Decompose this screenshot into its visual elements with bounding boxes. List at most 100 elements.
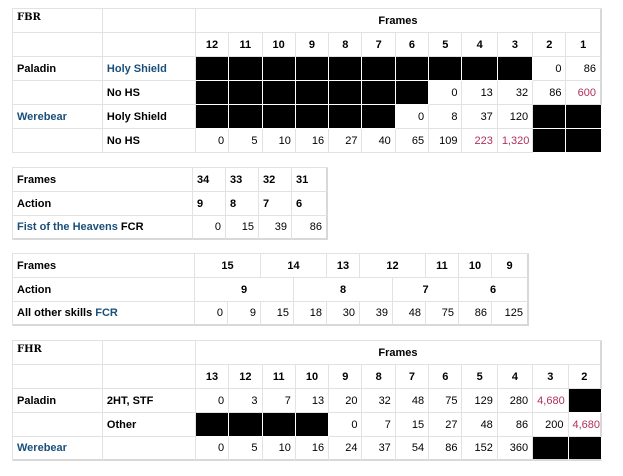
fhr-frame-col-6: 6	[429, 365, 463, 389]
foh-frame-cell: 31	[292, 168, 328, 192]
fbr-table: FBR Frames 12 11 10 9 8 7 6 5 4 3 2 1 Paladin Holy …	[12, 8, 602, 153]
fbr-frame-col-12: 12	[195, 33, 230, 57]
other-value-cell: 0	[195, 302, 228, 326]
fbr-value-cell: 0	[395, 105, 430, 129]
other-fcr-label: FCR	[95, 307, 118, 319]
fbr-frame-col-9: 9	[295, 33, 330, 57]
fhr-value-cell: 0	[329, 413, 363, 437]
other-value-cell: 39	[360, 302, 393, 326]
foh-action-cell: 6	[292, 192, 328, 216]
fhr-paladin-label: Paladin	[13, 389, 103, 413]
foh-value-cell: 15	[226, 216, 259, 240]
fbr-value-cell: 16	[295, 129, 330, 153]
fhr-frame-col-12: 12	[229, 365, 263, 389]
fbr-blocked-cell	[229, 57, 263, 81]
fhr-value-cell: 48	[395, 389, 430, 413]
fhr-value-cell: 15	[395, 413, 430, 437]
other-value-cell: 125	[492, 302, 529, 326]
fbr-blocked-cell	[329, 57, 363, 81]
fbr-value-cell: 8	[429, 105, 463, 129]
fhr-value-cell: 27	[429, 413, 463, 437]
fhr-frame-col-5: 5	[462, 365, 498, 389]
fbr-blocked-cell	[362, 81, 396, 105]
other-value-cell: 75	[426, 302, 459, 326]
fhr-frame-col-7: 7	[395, 365, 430, 389]
fbr-blocked-cell	[229, 105, 263, 129]
foh-value-cell: 0	[193, 216, 226, 240]
other-value-cell: 48	[393, 302, 426, 326]
fbr-blocked-cell	[566, 105, 602, 129]
foh-action-cell: 9	[193, 192, 226, 216]
fhr-table: FHR Frames 13 12 11 10 9 8 7 6 5 4 3 2 Paladin 2HT,…	[12, 340, 602, 461]
fhr-paladin-other: Other	[102, 413, 196, 437]
fbr-blocked-cell	[195, 105, 230, 129]
fbr-value-cell: 600	[566, 81, 602, 105]
fbr-frame-col-4: 4	[462, 33, 498, 57]
fbr-value-cell: 37	[462, 105, 498, 129]
fbr-value-cell: 0	[429, 81, 463, 105]
fbr-blocked-cell	[362, 57, 396, 81]
fhr-value-cell: 54	[395, 437, 430, 461]
fbr-value-cell: 10	[262, 129, 296, 153]
fbr-value-cell: 65	[395, 129, 430, 153]
fhr-value-cell: 0	[195, 437, 230, 461]
fbr-frame-col-1: 1	[566, 33, 602, 57]
fhr-title: FHR	[13, 341, 103, 365]
fhr-value-cell: 0	[195, 389, 230, 413]
fhr-value-cell: 3	[229, 389, 263, 413]
fbr-paladin-holy-shield: Holy Shield	[102, 57, 196, 81]
other-frame-cell: 13	[327, 254, 360, 278]
fhr-blocked-cell	[195, 413, 230, 437]
fhr-blocked-cell	[568, 437, 602, 461]
fbr-blocked-cell	[195, 81, 230, 105]
fhr-value-cell: 7	[362, 413, 396, 437]
fbr-head-blank-1	[13, 33, 103, 57]
foh-skill-name: Fist of the Heavens	[17, 221, 118, 233]
foh-value-cell: 39	[259, 216, 292, 240]
fbr-frame-col-3: 3	[497, 33, 534, 57]
fhr-blocked-cell	[229, 413, 263, 437]
fbr-paladin-label: Paladin	[13, 57, 103, 81]
other-value-cell: 30	[327, 302, 360, 326]
fbr-value-cell: 109	[429, 129, 463, 153]
fhr-value-cell: 86	[429, 437, 463, 461]
fbr-blocked-cell	[497, 57, 534, 81]
fhr-value-cell: 200	[533, 413, 569, 437]
fbr-head-blank-2	[102, 33, 196, 57]
other-action-cell: 6	[459, 278, 529, 302]
fhr-value-cell: 280	[497, 389, 534, 413]
fbr-blocked-cell	[195, 57, 230, 81]
fbr-blocked-cell	[229, 81, 263, 105]
fbr-value-cell: 223	[462, 129, 498, 153]
other-frame-cell: 14	[261, 254, 327, 278]
fbr-blocked-cell	[262, 105, 296, 129]
foh-action-label: Action	[13, 192, 193, 216]
fhr-frame-col-13: 13	[195, 365, 230, 389]
fbr-werebear-label: Werebear	[13, 105, 103, 129]
fbr-value-cell: 86	[566, 57, 602, 81]
fhr-value-cell: 48	[462, 413, 498, 437]
fbr-blocked-cell	[295, 81, 330, 105]
fbr-blocked-cell	[395, 57, 430, 81]
other-value-cell: 86	[459, 302, 492, 326]
foh-frames-label: Frames	[13, 168, 193, 192]
foh-value-cell: 86	[292, 216, 328, 240]
fbr-frame-col-10: 10	[262, 33, 296, 57]
fbr-blocked-cell	[262, 57, 296, 81]
other-frame-cell: 10	[459, 254, 492, 278]
foh-action-cell: 8	[226, 192, 259, 216]
fbr-value-cell: 27	[329, 129, 363, 153]
other-action-cell: 7	[393, 278, 459, 302]
fhr-value-cell: 16	[295, 437, 330, 461]
other-skill-cell: All other skills FCR	[13, 302, 195, 326]
fbr-value-cell: 86	[533, 81, 567, 105]
fhr-blocked-cell	[262, 413, 296, 437]
fhr-frame-col-3: 3	[533, 365, 569, 389]
fbr-blocked-cell	[462, 57, 498, 81]
fbr-frame-col-8: 8	[329, 33, 363, 57]
fhr-value-cell: 7	[262, 389, 296, 413]
fhr-value-cell: 32	[362, 389, 396, 413]
fhr-blocked-cell	[533, 437, 569, 461]
